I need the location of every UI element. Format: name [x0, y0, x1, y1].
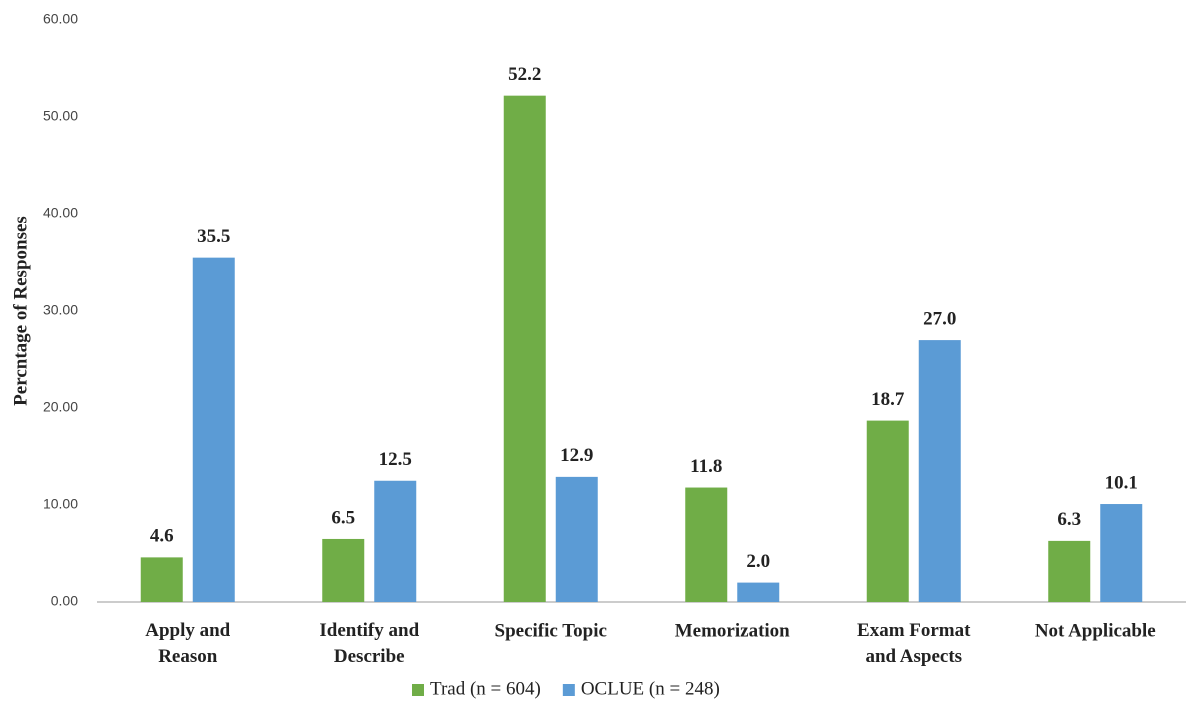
value-label: 18.7: [871, 389, 905, 410]
value-label: 11.8: [690, 456, 722, 477]
legend-label: Trad (n = 604): [430, 678, 541, 699]
y-axis-label: Percntage of Responses: [10, 216, 31, 406]
legend-swatch: [412, 684, 424, 696]
value-label: 4.6: [150, 526, 174, 547]
y-tick-label: 10.00: [43, 496, 78, 512]
bar: [866, 420, 909, 602]
value-label: 6.3: [1057, 509, 1081, 530]
value-label: 10.1: [1105, 472, 1138, 493]
value-label: 35.5: [197, 226, 230, 247]
x-tick-label: Memorization: [675, 620, 790, 641]
bar: [140, 557, 183, 602]
bar: [1100, 504, 1143, 602]
x-tick-label: Apply and Reason: [145, 620, 230, 667]
bar: [503, 95, 546, 602]
value-label: 12.5: [379, 449, 412, 470]
bar: [918, 340, 961, 602]
bar: [685, 487, 728, 602]
y-tick-label: 60.00: [43, 11, 78, 27]
value-label: 6.5: [331, 507, 355, 528]
value-label: 52.2: [508, 64, 541, 85]
legend-label: OCLUE (n = 248): [581, 678, 720, 699]
value-label: 2.0: [746, 551, 770, 572]
x-tick-label: Exam Format and Aspects: [857, 620, 971, 667]
y-tick-label: 40.00: [43, 205, 78, 221]
x-tick-label: Not Applicable: [1035, 620, 1156, 641]
value-label: 12.9: [560, 445, 593, 466]
y-tick-label: 30.00: [43, 302, 78, 318]
value-label: 27.0: [923, 308, 956, 329]
bar: [555, 476, 598, 602]
bar: [374, 480, 417, 602]
x-tick-label: Identify and Describe: [319, 620, 419, 667]
y-tick-label: 20.00: [43, 399, 78, 415]
bar: [1048, 540, 1091, 602]
y-tick-label: 0.00: [51, 593, 78, 609]
bar: [322, 538, 365, 602]
bar: [192, 257, 235, 602]
x-tick-label: Specific Topic: [495, 620, 607, 641]
bar: [737, 582, 780, 602]
y-tick-label: 50.00: [43, 108, 78, 124]
legend-swatch: [562, 684, 575, 696]
